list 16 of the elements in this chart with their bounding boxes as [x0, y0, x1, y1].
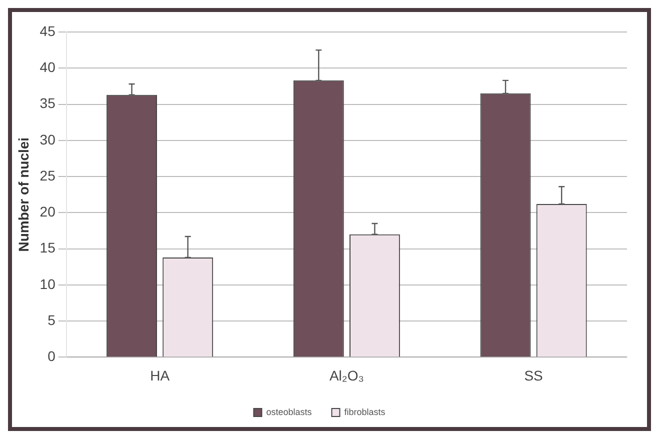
y-axis-title: Number of nuclei — [15, 137, 32, 252]
y-tick-label: 30 — [40, 131, 56, 148]
y-tick-label: 0 — [48, 348, 56, 364]
y-tick-label: 45 — [40, 22, 56, 39]
legend-label: osteoblasts — [266, 406, 312, 417]
x-tick-label: SS — [524, 367, 543, 384]
y-tick-label: 35 — [40, 95, 56, 112]
x-tick-label: Al₂O₃ — [329, 367, 364, 384]
x-tick-label: HA — [150, 367, 170, 384]
y-tick-label: 25 — [40, 167, 56, 184]
legend-label: fibroblasts — [344, 406, 386, 417]
y-tick-label: 15 — [40, 240, 56, 256]
y-tick-label: 5 — [48, 312, 56, 328]
y-tick-label: 10 — [40, 276, 56, 292]
y-tick-label: 40 — [40, 58, 56, 75]
y-tick-label: 20 — [40, 204, 56, 220]
